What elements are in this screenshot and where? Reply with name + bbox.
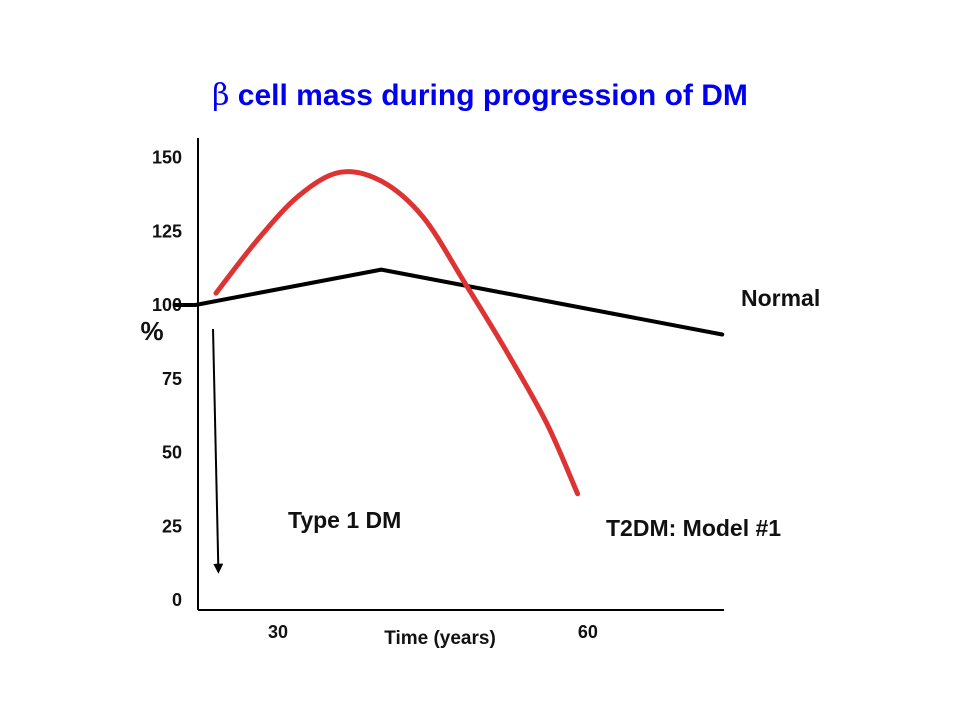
y-tick-label: 75 [162, 369, 182, 389]
x-tick-label: 60 [578, 622, 598, 642]
chart-title: β cell mass during progression of DM [0, 78, 960, 113]
y-tick-label: 125 [152, 221, 182, 241]
y-tick-label: 0 [172, 590, 182, 610]
y-tick-label: 100 [152, 295, 182, 315]
series-group: Normal T2DM: Model #1 [172, 169, 820, 541]
y-tick-label: 25 [162, 516, 182, 536]
x-tick-label: 30 [268, 622, 288, 642]
series-label-t2dm: T2DM: Model #1 [606, 515, 781, 541]
x-tick-group: 30 60 [268, 622, 598, 642]
y-tick-label: 50 [162, 443, 182, 463]
title-beta-symbol: β [212, 78, 230, 113]
title-text: cell mass during progression of DM [237, 79, 748, 112]
y-tick-group: 0 25 50 75 100 125 150 [152, 148, 182, 611]
y-tick-label: 150 [152, 148, 182, 168]
series-line-t2dm [213, 169, 581, 497]
series-line-normal [172, 267, 725, 337]
series-label-normal: Normal [741, 285, 820, 311]
x-axis-label: Time (years) [384, 628, 496, 649]
type1-arrow [212, 328, 224, 574]
y-axis-label: % [140, 316, 163, 346]
annotation-type1-label: Type 1 DM [288, 507, 401, 533]
